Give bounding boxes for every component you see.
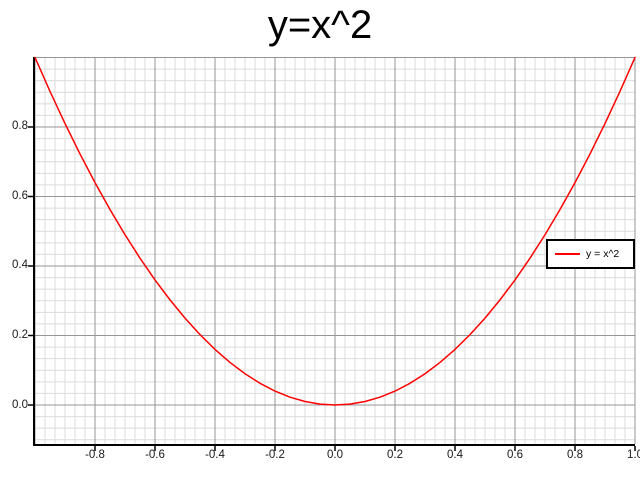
y-tick-label: 0.6 bbox=[12, 189, 28, 202]
y-tick-label: 0.8 bbox=[12, 120, 28, 133]
x-tick-label: 0.6 bbox=[507, 449, 523, 461]
legend: y = x^2 bbox=[546, 239, 635, 269]
x-tick-label: -0.2 bbox=[265, 449, 285, 461]
y-tick-label: 0.4 bbox=[12, 259, 28, 272]
x-tick-label: 0.2 bbox=[387, 449, 403, 461]
legend-line-sample bbox=[555, 253, 580, 255]
x-tick-label: -0.8 bbox=[85, 449, 105, 461]
x-tick-label: 0.4 bbox=[447, 449, 463, 461]
axis-lines bbox=[33, 57, 635, 446]
series-curve bbox=[34, 56, 636, 406]
x-tick-label: -0.6 bbox=[145, 449, 165, 461]
y-tick-label: 0.0 bbox=[12, 398, 28, 411]
x-tick-label: -0.4 bbox=[205, 449, 225, 461]
x-tick-label: 0.8 bbox=[567, 449, 583, 461]
tick-marks bbox=[28, 126, 636, 451]
chart-title: y=x^2 bbox=[267, 3, 373, 47]
x-tick-label: 1.0 bbox=[627, 449, 640, 461]
x-tick-label: 0.0 bbox=[327, 449, 343, 461]
legend-series-label: y = x^2 bbox=[586, 248, 620, 260]
major-grid bbox=[34, 56, 636, 444]
y-tick-label: 0.2 bbox=[12, 329, 28, 341]
